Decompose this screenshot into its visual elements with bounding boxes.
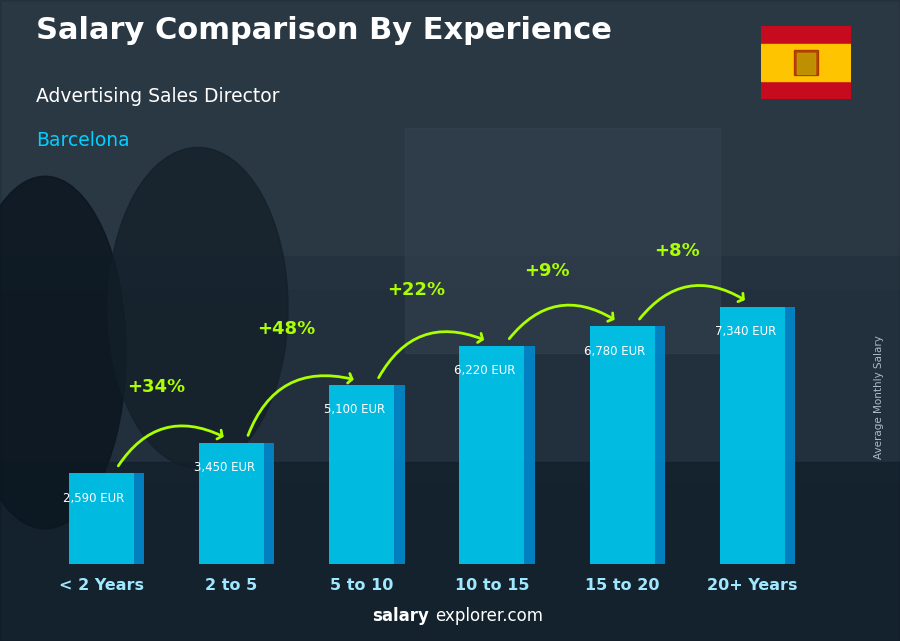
Bar xyxy=(0,0,900,288)
Text: +8%: +8% xyxy=(654,242,700,260)
Text: Barcelona: Barcelona xyxy=(36,131,130,151)
Text: 6,220 EUR: 6,220 EUR xyxy=(454,364,516,377)
Text: +9%: +9% xyxy=(524,262,570,279)
Text: Salary Comparison By Experience: Salary Comparison By Experience xyxy=(36,16,612,45)
Bar xyxy=(459,346,525,564)
Bar xyxy=(329,385,394,564)
Text: salary: salary xyxy=(372,607,428,625)
Polygon shape xyxy=(785,306,796,564)
Bar xyxy=(590,326,655,564)
Text: +48%: +48% xyxy=(257,320,315,338)
Polygon shape xyxy=(655,326,665,564)
Polygon shape xyxy=(264,443,274,564)
Text: 5,100 EUR: 5,100 EUR xyxy=(324,403,385,417)
Text: explorer.com: explorer.com xyxy=(435,607,543,625)
Text: Advertising Sales Director: Advertising Sales Director xyxy=(36,87,280,106)
Polygon shape xyxy=(134,473,144,564)
Bar xyxy=(720,306,785,564)
Bar xyxy=(794,49,817,76)
Text: 6,780 EUR: 6,780 EUR xyxy=(584,344,645,358)
Text: +22%: +22% xyxy=(387,281,446,299)
Text: Average Monthly Salary: Average Monthly Salary xyxy=(874,335,884,460)
Polygon shape xyxy=(394,385,405,564)
Bar xyxy=(0,462,900,641)
Bar xyxy=(68,473,134,564)
Text: 3,450 EUR: 3,450 EUR xyxy=(194,462,255,474)
Bar xyxy=(796,53,814,74)
Bar xyxy=(199,443,264,564)
Ellipse shape xyxy=(0,176,126,529)
Bar xyxy=(760,44,850,81)
Bar xyxy=(405,128,720,353)
Polygon shape xyxy=(525,346,535,564)
Text: 2,590 EUR: 2,590 EUR xyxy=(63,492,124,504)
Text: +34%: +34% xyxy=(127,378,184,396)
Bar xyxy=(0,256,900,481)
Text: 7,340 EUR: 7,340 EUR xyxy=(715,325,776,338)
Ellipse shape xyxy=(108,147,288,468)
